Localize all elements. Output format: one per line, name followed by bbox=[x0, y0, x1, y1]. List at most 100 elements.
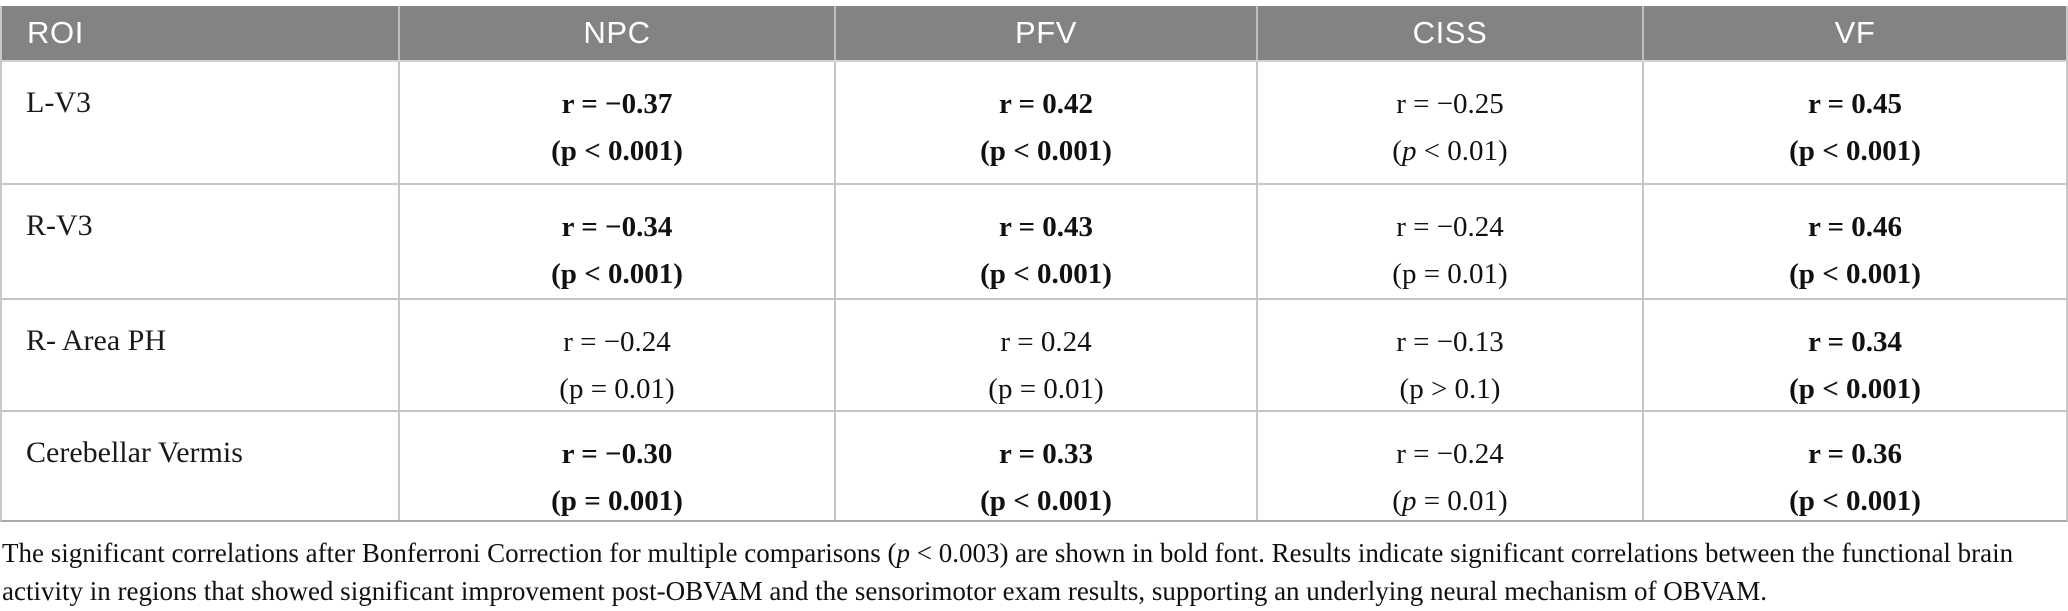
column-header-npc: NPC bbox=[400, 6, 836, 60]
p-value: (p = 0.01) bbox=[988, 373, 1103, 405]
p-paren-open: ( bbox=[1392, 258, 1402, 290]
p-paren-open: ( bbox=[1789, 373, 1799, 405]
p-symbol: p bbox=[560, 485, 577, 517]
p-value: (p < 0.001) bbox=[1789, 135, 1921, 167]
p-paren-open: ( bbox=[1392, 485, 1402, 517]
p-value: (p < 0.001) bbox=[551, 258, 683, 290]
p-comparison: < 0.001) bbox=[1005, 485, 1112, 517]
p-symbol: p bbox=[1401, 258, 1417, 290]
p-paren-open: ( bbox=[551, 135, 561, 167]
r-value: r = 0.33 bbox=[998, 438, 1094, 470]
cell-pfv: r = 0.24 (p = 0.01) bbox=[836, 300, 1258, 410]
p-value: (p = 0.01) bbox=[1392, 485, 1507, 517]
r-value: r = −0.13 bbox=[1396, 326, 1504, 358]
r-value: r = −0.24 bbox=[1396, 211, 1504, 243]
p-comparison: < 0.001) bbox=[1814, 485, 1921, 517]
p-comparison: < 0.001) bbox=[1814, 135, 1921, 167]
p-paren-open: ( bbox=[551, 485, 561, 517]
cell-ciss: r = −0.25 (p < 0.01) bbox=[1258, 62, 1644, 183]
column-header-roi: ROI bbox=[2, 6, 400, 60]
roi-label: Cerebellar Vermis bbox=[2, 412, 400, 520]
footnote-text: The significant correlations after Bonfe… bbox=[2, 538, 897, 568]
roi-label: L-V3 bbox=[2, 62, 400, 183]
r-value: r = −0.24 bbox=[563, 326, 671, 358]
r-value: r = −0.37 bbox=[561, 88, 673, 120]
table-row-l-v3: L-V3 r = −0.37 (p < 0.001) r = 0.42 (p <… bbox=[2, 62, 2066, 183]
r-value: r = −0.25 bbox=[1396, 88, 1504, 120]
p-symbol: p bbox=[989, 258, 1006, 290]
r-value: r = −0.34 bbox=[561, 211, 673, 243]
r-value: r = 0.24 bbox=[1000, 326, 1092, 358]
p-value: (p < 0.001) bbox=[1789, 258, 1921, 290]
cell-npc: r = −0.30 (p = 0.001) bbox=[400, 412, 836, 520]
p-comparison: < 0.001) bbox=[576, 135, 683, 167]
p-value: (p < 0.001) bbox=[1789, 485, 1921, 517]
p-value: (p < 0.001) bbox=[551, 135, 683, 167]
p-symbol: p bbox=[896, 538, 910, 568]
p-paren-open: ( bbox=[559, 373, 569, 405]
p-paren-open: ( bbox=[980, 258, 990, 290]
p-comparison: = 0.01) bbox=[1416, 485, 1508, 517]
r-value: r = 0.45 bbox=[1807, 88, 1903, 120]
cell-npc: r = −0.24 (p = 0.01) bbox=[400, 300, 836, 410]
footnote-text: < 0.003) are shown in bold font. Results… bbox=[909, 538, 2014, 568]
p-value: (p < 0.001) bbox=[980, 485, 1112, 517]
cell-ciss: r = −0.24 (p = 0.01) bbox=[1258, 185, 1644, 298]
p-value: (p = 0.01) bbox=[1392, 258, 1507, 290]
cell-npc: r = −0.37 (p < 0.001) bbox=[400, 62, 836, 183]
cell-vf: r = 0.45 (p < 0.001) bbox=[1644, 62, 2066, 183]
table-footnote: The significant correlations after Bonfe… bbox=[0, 534, 2068, 610]
r-value: r = −0.30 bbox=[561, 438, 673, 470]
p-comparison: = 0.001) bbox=[576, 485, 683, 517]
table-row-r-v3: R-V3 r = −0.34 (p < 0.001) r = 0.43 (p <… bbox=[2, 183, 2066, 298]
p-symbol: p bbox=[1401, 485, 1417, 517]
p-paren-open: ( bbox=[551, 258, 561, 290]
p-comparison: = 0.01) bbox=[583, 373, 675, 405]
p-paren-open: ( bbox=[988, 373, 998, 405]
p-paren-open: ( bbox=[1392, 135, 1402, 167]
r-value: r = 0.34 bbox=[1807, 326, 1903, 358]
p-comparison: = 0.01) bbox=[1012, 373, 1104, 405]
column-header-pfv: PFV bbox=[836, 6, 1258, 60]
p-paren-open: ( bbox=[1789, 485, 1799, 517]
p-symbol: p bbox=[997, 373, 1013, 405]
p-paren-open: ( bbox=[980, 485, 990, 517]
column-header-vf: VF bbox=[1834, 15, 1876, 50]
r-value: r = 0.42 bbox=[998, 88, 1094, 120]
p-value: (p > 0.1) bbox=[1400, 373, 1501, 405]
r-value: r = −0.24 bbox=[1396, 438, 1504, 470]
p-paren-open: ( bbox=[1789, 258, 1799, 290]
column-header-ciss: CISS bbox=[1258, 6, 1644, 60]
p-symbol: p bbox=[568, 373, 584, 405]
cell-vf: r = 0.36 (p < 0.001) bbox=[1644, 412, 2066, 520]
cell-pfv: r = 0.43 (p < 0.001) bbox=[836, 185, 1258, 298]
p-symbol: p bbox=[1798, 258, 1815, 290]
r-value: r = 0.46 bbox=[1807, 211, 1903, 243]
cell-pfv: r = 0.33 (p < 0.001) bbox=[836, 412, 1258, 520]
p-value: (p = 0.001) bbox=[551, 485, 683, 517]
p-symbol: p bbox=[989, 135, 1006, 167]
r-value: r = 0.36 bbox=[1807, 438, 1903, 470]
cell-ciss: r = −0.24 (p = 0.01) bbox=[1258, 412, 1644, 520]
p-value: (p = 0.01) bbox=[559, 373, 674, 405]
table-header-row: ROI NPC PFV CISS VF bbox=[2, 6, 2066, 62]
table-row-r-area-ph: R- Area PH r = −0.24 (p = 0.01) r = 0.24… bbox=[2, 298, 2066, 410]
p-symbol: p bbox=[560, 135, 577, 167]
p-symbol: p bbox=[1401, 135, 1417, 167]
cell-ciss: r = −0.13 (p > 0.1) bbox=[1258, 300, 1644, 410]
p-symbol: p bbox=[1409, 373, 1424, 405]
p-paren-open: ( bbox=[1789, 135, 1799, 167]
p-value: (p < 0.001) bbox=[980, 135, 1112, 167]
footnote-line-1: The significant correlations after Bonfe… bbox=[2, 534, 2066, 572]
roi-label: R-V3 bbox=[2, 185, 400, 298]
p-comparison: < 0.01) bbox=[1416, 135, 1508, 167]
p-comparison: < 0.001) bbox=[1005, 135, 1112, 167]
p-comparison: < 0.001) bbox=[1814, 258, 1921, 290]
p-value: (p < 0.001) bbox=[1789, 373, 1921, 405]
cell-vf: r = 0.34 (p < 0.001) bbox=[1644, 300, 2066, 410]
p-comparison: < 0.001) bbox=[576, 258, 683, 290]
correlation-table: ROI NPC PFV CISS VF L-V3 r = −0.37 (p < … bbox=[0, 6, 2068, 522]
cell-npc: r = −0.34 (p < 0.001) bbox=[400, 185, 836, 298]
p-paren-open: ( bbox=[980, 135, 990, 167]
p-symbol: p bbox=[989, 485, 1006, 517]
